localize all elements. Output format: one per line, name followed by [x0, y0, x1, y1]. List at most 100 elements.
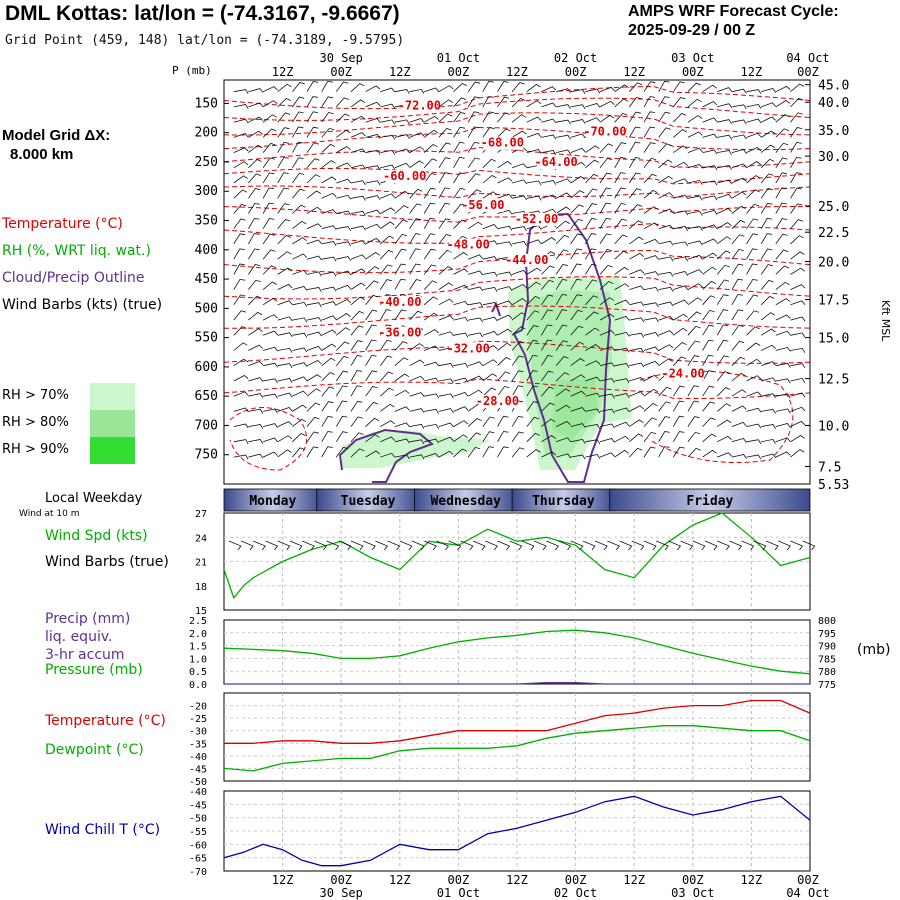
temperature-contour-label: -24.00 [661, 366, 704, 380]
cloud-outline-low [338, 428, 434, 483]
wind-barb [453, 97, 467, 108]
wind-barb [321, 286, 337, 292]
wind-barb [394, 438, 410, 444]
wind-barb [746, 326, 760, 336]
wind-barb [497, 415, 509, 427]
wind-barb [306, 255, 322, 261]
wind-barb [468, 286, 484, 292]
bottom-time-label: 00Z [330, 873, 352, 887]
wind-barb [467, 111, 480, 123]
forecast-cycle: AMPS WRF Forecast Cycle: 2025-09-29 / 00… [628, 2, 839, 40]
wind-barb [541, 279, 554, 290]
wind-barb [497, 225, 513, 231]
temperature-contour-line [223, 146, 811, 168]
surface-wind-barb [533, 540, 547, 551]
legend-temperature: Temperature (°C) [2, 216, 123, 232]
model-grid-line2: 8.000 km [10, 146, 74, 163]
pressure-tick-label: 550 [195, 331, 218, 346]
wind-barb [306, 345, 322, 351]
panel-tick-label: -70 [189, 867, 207, 878]
panel-tick-label: -25 [189, 714, 207, 725]
wind-barb [790, 392, 806, 398]
surface-wind-barb [717, 540, 730, 551]
legend-rh80-label: RH > 80% [2, 415, 69, 430]
wind-barb [599, 157, 613, 169]
pressure-line [223, 629, 811, 675]
wind-barb [746, 407, 762, 413]
wind-barb [760, 144, 776, 153]
wind-barb [673, 145, 688, 153]
panel-tick-label: -30 [189, 727, 207, 738]
wind-barb [423, 158, 438, 169]
wind-barb [761, 453, 777, 459]
wind-barb [365, 386, 378, 397]
wind-barb [511, 284, 527, 290]
wind-barb [760, 173, 774, 184]
wind-barb [658, 446, 670, 458]
wind-barb [599, 281, 614, 290]
wind-barb [599, 313, 615, 321]
wind-barb [643, 417, 657, 427]
wind-barb [702, 370, 714, 382]
wind-barb [248, 88, 264, 93]
wind-barb [790, 172, 802, 184]
wind-barb [482, 158, 496, 169]
panel-tick-label: -40 [189, 752, 207, 763]
wind-barb [336, 129, 351, 138]
surface-wind-barb [277, 540, 291, 551]
wind-barb [614, 421, 630, 427]
wind-barb [438, 113, 453, 123]
wind-barb [775, 314, 791, 321]
wind-barb [731, 149, 747, 154]
wind-barb [570, 176, 586, 184]
wind-barb [380, 207, 395, 214]
wind-barb [380, 134, 396, 140]
wind-barb [585, 145, 600, 153]
wind-barb [321, 176, 337, 184]
wind-barb [614, 187, 626, 199]
wind-barb [526, 239, 542, 245]
wind-barb [687, 98, 702, 108]
surface-wind-barb [753, 540, 767, 551]
wind-barb [761, 344, 776, 351]
wind-barb [555, 372, 570, 382]
wind-barb [775, 330, 791, 336]
wind-barb [570, 218, 584, 229]
wind-barb [350, 355, 363, 366]
wind-barb [453, 300, 469, 306]
wind-barb [467, 81, 481, 92]
wind-barb [731, 340, 745, 351]
wind-barb [233, 189, 248, 199]
height-tick-label: 40.0 [818, 96, 849, 111]
pressure-tick-label: 500 [195, 301, 218, 316]
wind-barb [248, 279, 261, 290]
wind-barb [453, 126, 465, 138]
model-grid-line1: Model Grid ΔX: [2, 127, 111, 144]
legend-precip-line3: 3-hr accum [45, 647, 125, 663]
wind-barb [335, 370, 349, 382]
wind-barb [248, 188, 261, 199]
wind-barb [658, 401, 671, 412]
legend-pressure: Pressure (mb) [45, 662, 143, 678]
wind-barb [277, 157, 289, 169]
wind-barb [716, 371, 730, 382]
pressure-right-tick-label: 775 [818, 680, 836, 691]
wind-barb [248, 393, 264, 398]
wind-barb [702, 224, 718, 230]
wind-barb [335, 355, 349, 366]
wind-barb [292, 141, 304, 153]
forecast-cycle-line2: 2025-09-29 / 00 Z [628, 22, 756, 39]
temperature-contour-label: -64.00 [534, 155, 577, 169]
height-tick-label: 45.0 [818, 79, 849, 94]
wind-barb [423, 144, 438, 153]
wind-barb [409, 132, 425, 138]
temperature-contour-label: -60.00 [383, 169, 426, 183]
wind-barb [424, 345, 440, 351]
wind-barb [702, 117, 718, 123]
wind-barb [556, 149, 571, 155]
wind-barb [262, 249, 276, 260]
surface-wind-barb [301, 540, 315, 551]
wind-barb [687, 195, 703, 201]
top-time-label: 12Z [506, 65, 528, 79]
wind-barb [394, 89, 410, 94]
